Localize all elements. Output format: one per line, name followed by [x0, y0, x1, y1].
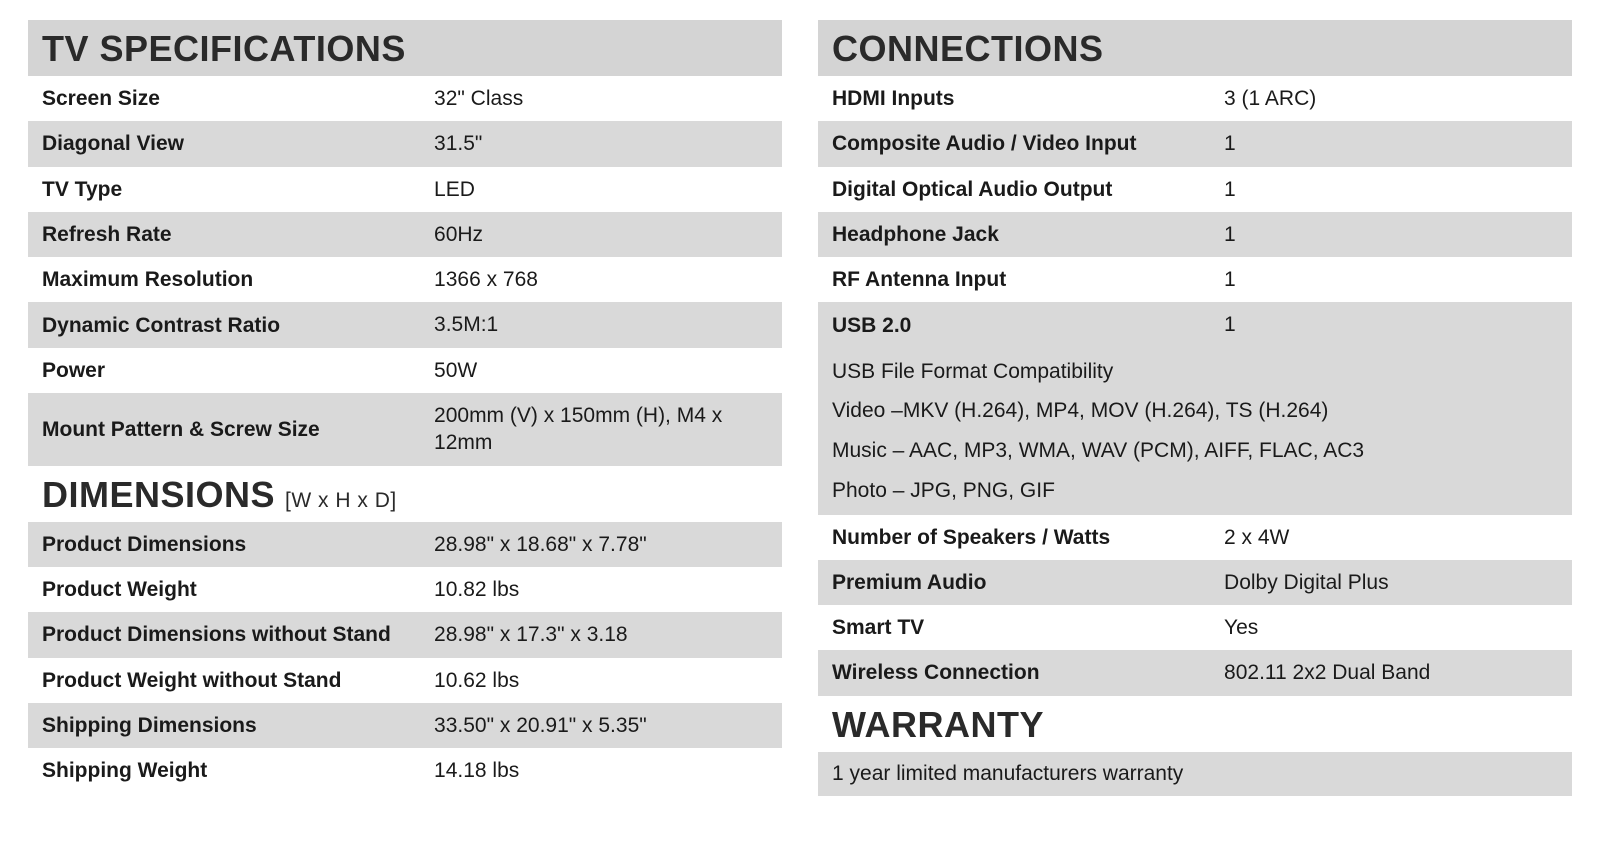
spec-row: HDMI Inputs 3 (1 ARC) — [818, 76, 1572, 121]
left-column: TV SPECIFICATIONS Screen Size 32" Class … — [28, 20, 782, 796]
spec-label: Wireless Connection — [832, 660, 1224, 685]
spec-value: 3 (1 ARC) — [1224, 85, 1558, 112]
dimensions-header: DIMENSIONS [W x H x D] — [28, 466, 782, 522]
tv-spec-title: TV SPECIFICATIONS — [42, 28, 406, 70]
usb-line: Video –MKV (H.264), MP4, MOV (H.264), TS… — [832, 391, 1558, 431]
spec-row: Number of Speakers / Watts 2 x 4W — [818, 515, 1572, 560]
spec-label: Premium Audio — [832, 570, 1224, 595]
spec-row: Shipping Weight 14.18 lbs — [28, 748, 782, 793]
usb-line: USB File Format Compatibility — [832, 352, 1558, 392]
spec-value: 33.50" x 20.91" x 5.35" — [434, 712, 768, 739]
warranty-title: WARRANTY — [832, 704, 1044, 746]
spec-label: RF Antenna Input — [832, 267, 1224, 292]
spec-value: 1 — [1224, 311, 1558, 338]
spec-value: 3.5M:1 — [434, 311, 768, 338]
spec-value: 28.98" x 17.3" x 3.18 — [434, 621, 768, 648]
spec-value: 14.18 lbs — [434, 757, 768, 784]
spec-row: Digital Optical Audio Output 1 — [818, 167, 1572, 212]
connections-title: CONNECTIONS — [832, 28, 1104, 70]
spec-value: 60Hz — [434, 221, 768, 248]
spec-row: Product Weight without Stand 10.62 lbs — [28, 658, 782, 703]
spec-value: 1366 x 768 — [434, 266, 768, 293]
spec-value: 1 — [1224, 176, 1558, 203]
spec-sheet: TV SPECIFICATIONS Screen Size 32" Class … — [28, 20, 1572, 796]
spec-row: RF Antenna Input 1 — [818, 257, 1572, 302]
spec-label: Mount Pattern & Screw Size — [42, 417, 434, 442]
tv-spec-header: TV SPECIFICATIONS — [28, 20, 782, 76]
spec-row: Screen Size 32" Class — [28, 76, 782, 121]
spec-label: Smart TV — [832, 615, 1224, 640]
spec-label: Power — [42, 358, 434, 383]
spec-label: Diagonal View — [42, 131, 434, 156]
spec-label: Refresh Rate — [42, 222, 434, 247]
spec-row: USB 2.0 1 — [818, 302, 1572, 347]
warranty-header: WARRANTY — [818, 696, 1572, 752]
spec-label: Shipping Dimensions — [42, 713, 434, 738]
usb-format-block: USB File Format Compatibility Video –MKV… — [818, 348, 1572, 515]
spec-row: Headphone Jack 1 — [818, 212, 1572, 257]
spec-value: Yes — [1224, 614, 1558, 641]
spec-label: Screen Size — [42, 86, 434, 111]
spec-label: Product Weight — [42, 577, 434, 602]
spec-row: Power 50W — [28, 348, 782, 393]
spec-label: Number of Speakers / Watts — [832, 525, 1224, 550]
spec-row: Shipping Dimensions 33.50" x 20.91" x 5.… — [28, 703, 782, 748]
spec-value: 2 x 4W — [1224, 524, 1558, 551]
spec-value: 10.82 lbs — [434, 576, 768, 603]
spec-row: Premium Audio Dolby Digital Plus — [818, 560, 1572, 605]
spec-label: Dynamic Contrast Ratio — [42, 313, 434, 338]
spec-label: HDMI Inputs — [832, 86, 1224, 111]
spec-label: Product Dimensions — [42, 532, 434, 557]
spec-value: 802.11 2x2 Dual Band — [1224, 659, 1558, 686]
spec-label: Maximum Resolution — [42, 267, 434, 292]
spec-row: Mount Pattern & Screw Size 200mm (V) x 1… — [28, 393, 782, 466]
spec-value: 1 — [1224, 130, 1558, 157]
spec-value: 10.62 lbs — [434, 667, 768, 694]
spec-value: Dolby Digital Plus — [1224, 569, 1558, 596]
spec-value: 32" Class — [434, 85, 768, 112]
dimensions-suffix: [W x H x D] — [285, 489, 397, 513]
spec-value: 50W — [434, 357, 768, 384]
spec-row: Dynamic Contrast Ratio 3.5M:1 — [28, 302, 782, 347]
spec-label: Shipping Weight — [42, 758, 434, 783]
spec-label: Product Weight without Stand — [42, 668, 434, 693]
spec-row: Refresh Rate 60Hz — [28, 212, 782, 257]
spec-row: Diagonal View 31.5" — [28, 121, 782, 166]
warranty-text: 1 year limited manufacturers warranty — [818, 752, 1572, 796]
spec-row: Wireless Connection 802.11 2x2 Dual Band — [818, 650, 1572, 695]
spec-label: Composite Audio / Video Input — [832, 131, 1224, 156]
spec-value: 28.98" x 18.68" x 7.78" — [434, 531, 768, 558]
right-column: CONNECTIONS HDMI Inputs 3 (1 ARC) Compos… — [818, 20, 1572, 796]
spec-label: Product Dimensions without Stand — [42, 622, 434, 647]
spec-label: TV Type — [42, 177, 434, 202]
dimensions-title: DIMENSIONS — [42, 474, 275, 516]
spec-value: 200mm (V) x 150mm (H), M4 x 12mm — [434, 402, 768, 457]
spec-row: Maximum Resolution 1366 x 768 — [28, 257, 782, 302]
spec-row: TV Type LED — [28, 167, 782, 212]
spec-row: Composite Audio / Video Input 1 — [818, 121, 1572, 166]
spec-row: Smart TV Yes — [818, 605, 1572, 650]
spec-row: Product Dimensions 28.98" x 18.68" x 7.7… — [28, 522, 782, 567]
spec-row: Product Dimensions without Stand 28.98" … — [28, 612, 782, 657]
spec-row: Product Weight 10.82 lbs — [28, 567, 782, 612]
spec-value: 1 — [1224, 221, 1558, 248]
usb-line: Music – AAC, MP3, WMA, WAV (PCM), AIFF, … — [832, 431, 1558, 471]
spec-label: Headphone Jack — [832, 222, 1224, 247]
spec-value: 1 — [1224, 266, 1558, 293]
spec-value: LED — [434, 176, 768, 203]
spec-label: Digital Optical Audio Output — [832, 177, 1224, 202]
connections-header: CONNECTIONS — [818, 20, 1572, 76]
usb-line: Photo – JPG, PNG, GIF — [832, 471, 1558, 511]
spec-label: USB 2.0 — [832, 313, 1224, 338]
spec-value: 31.5" — [434, 130, 768, 157]
